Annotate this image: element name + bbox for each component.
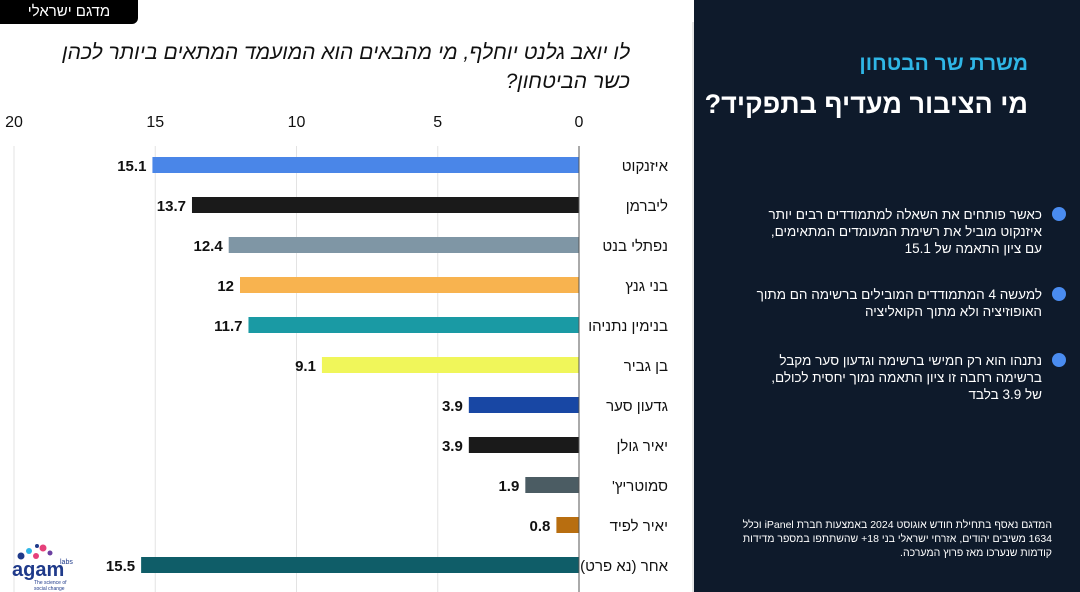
panel-divider <box>692 22 694 592</box>
chart-title: לו יואב גלנט יוחלף, מי מהבאים הוא המועמד… <box>62 41 630 93</box>
insight-bullet: כאשר פותחים את השאלה למתמודדים רבים יותר… <box>752 206 1066 257</box>
logo-tagline: The science of social change <box>34 580 67 592</box>
bar-value-label: 11.7 <box>214 318 242 335</box>
bar <box>248 317 579 333</box>
category-label: בן גביר <box>624 358 668 375</box>
bar <box>228 237 579 253</box>
insights-panel: משרת שר הבטחון מי הציבור מעדיף בתפקיד? כ… <box>694 0 1080 592</box>
category-label: גדעון סער <box>606 398 668 415</box>
bar <box>141 557 579 573</box>
category-label: ליברמן <box>626 198 668 215</box>
panel-headline: מי הציבור מעדיף בתפקיד? <box>704 89 1028 119</box>
methodology-footnote: המדגם נאסף בתחילת חודש אוגוסט 2024 באמצע… <box>742 519 1052 559</box>
category-label: יאיר לפיד <box>610 518 668 535</box>
insight-bullet: נתנהו הוא רק חמישי ברשימה וגדעון סער מקב… <box>752 352 1066 403</box>
insight-text: למעשה 4 המתמודדים המובילים ברשימה הם מתו… <box>756 287 1042 319</box>
bar <box>191 197 579 213</box>
category-label: אחר (נא פרט) <box>580 558 668 575</box>
bar-value-label: 0.8 <box>530 518 551 535</box>
bar-value-label: 12.4 <box>193 238 223 255</box>
x-tick-label: 5 <box>433 114 442 131</box>
logo-dots-icon <box>17 544 53 560</box>
bar-value-label: 15.5 <box>106 558 135 575</box>
bar-chart: 0 5 10 15 20 15.1 איזנקוט 13.7 ליברמן 12.4 נפתלי ב… <box>5 114 669 592</box>
insight-bullet: למעשה 4 המתמודדים המובילים ברשימה הם מתו… <box>752 286 1066 320</box>
category-label: איזנקוט <box>622 158 669 175</box>
bar-value-label: 9.1 <box>295 358 316 375</box>
bar-value-label: 12 <box>217 278 234 295</box>
bullet-dot-icon <box>1052 287 1066 301</box>
bullet-dot-icon <box>1052 207 1066 221</box>
x-tick-label: 10 <box>288 114 306 131</box>
bar <box>525 477 579 493</box>
bar <box>556 517 579 533</box>
bar-value-label: 15.1 <box>117 158 146 175</box>
insight-text: כאשר פותחים את השאלה למתמודדים רבים יותר… <box>768 207 1042 256</box>
bar <box>240 277 579 293</box>
category-label: בני גנץ <box>625 278 668 295</box>
bar-value-label: 13.7 <box>157 198 186 215</box>
panel-subtitle: משרת שר הבטחון <box>859 52 1028 75</box>
category-label: בנימין נתניהו <box>588 318 668 335</box>
bar-value-label: 1.9 <box>498 478 519 495</box>
bar <box>321 357 579 373</box>
bullet-dot-icon <box>1052 353 1066 367</box>
logo-name: agam <box>12 559 65 581</box>
sample-badge: מדגם ישראלי <box>0 0 138 24</box>
x-tick-label: 0 <box>575 114 584 131</box>
agam-logo: agam labs The science of social change <box>10 542 76 592</box>
category-label: נפתלי בנט <box>602 238 668 255</box>
bar-value-label: 3.9 <box>442 438 463 455</box>
bar <box>468 397 579 413</box>
bar <box>468 437 579 453</box>
bar <box>152 157 580 173</box>
x-tick-label: 20 <box>5 114 23 131</box>
category-label: סמוטריץ' <box>612 478 668 495</box>
logo-labs: labs <box>60 559 73 566</box>
category-label: יאיר גולן <box>617 438 668 455</box>
insight-text: נתנהו הוא רק חמישי ברשימה וגדעון סער מקב… <box>771 353 1042 402</box>
bar-value-label: 3.9 <box>442 398 463 415</box>
x-tick-label: 15 <box>146 114 164 131</box>
